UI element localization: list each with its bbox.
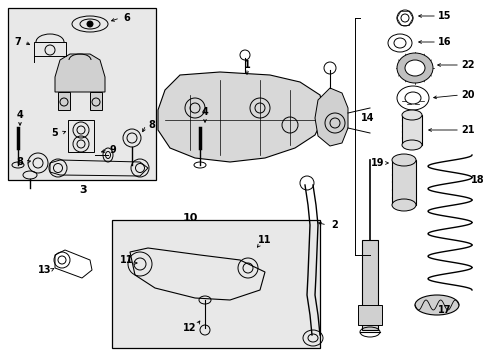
Bar <box>58 92 70 110</box>
Ellipse shape <box>391 199 415 211</box>
Bar <box>34 42 66 56</box>
Text: 17: 17 <box>437 305 451 315</box>
Ellipse shape <box>414 295 458 315</box>
Text: 16: 16 <box>437 37 451 47</box>
Ellipse shape <box>87 21 93 27</box>
Text: 8: 8 <box>17 157 23 167</box>
Text: 22: 22 <box>460 60 474 70</box>
Bar <box>112 220 319 348</box>
Text: 6: 6 <box>123 13 130 23</box>
Text: 8: 8 <box>148 120 155 130</box>
Bar <box>401 115 421 145</box>
Text: 11: 11 <box>258 235 271 245</box>
Text: 4: 4 <box>201 107 208 117</box>
Bar <box>68 120 94 152</box>
Ellipse shape <box>404 60 424 76</box>
Text: 13: 13 <box>38 265 52 275</box>
Text: 11: 11 <box>120 255 134 265</box>
Bar <box>357 305 381 325</box>
Bar <box>361 240 377 330</box>
Text: 1: 1 <box>243 60 250 70</box>
Text: 4: 4 <box>17 110 23 120</box>
Polygon shape <box>314 88 347 146</box>
Bar <box>391 160 415 205</box>
Polygon shape <box>55 54 105 92</box>
Text: 19: 19 <box>370 158 384 168</box>
Ellipse shape <box>401 110 421 120</box>
Text: 2: 2 <box>331 220 338 230</box>
Ellipse shape <box>396 53 432 83</box>
Text: 10: 10 <box>182 213 197 223</box>
Bar <box>90 92 102 110</box>
Text: 15: 15 <box>437 11 451 21</box>
Polygon shape <box>158 72 325 162</box>
Text: 7: 7 <box>15 37 21 47</box>
Text: 14: 14 <box>361 113 374 123</box>
Text: 5: 5 <box>52 128 58 138</box>
Ellipse shape <box>401 140 421 150</box>
Text: 20: 20 <box>460 90 474 100</box>
Text: 3: 3 <box>79 185 87 195</box>
Text: 18: 18 <box>470 175 484 185</box>
Text: 9: 9 <box>109 145 116 155</box>
Bar <box>8 8 156 180</box>
Text: 12: 12 <box>183 323 196 333</box>
Text: 21: 21 <box>460 125 474 135</box>
Ellipse shape <box>391 154 415 166</box>
